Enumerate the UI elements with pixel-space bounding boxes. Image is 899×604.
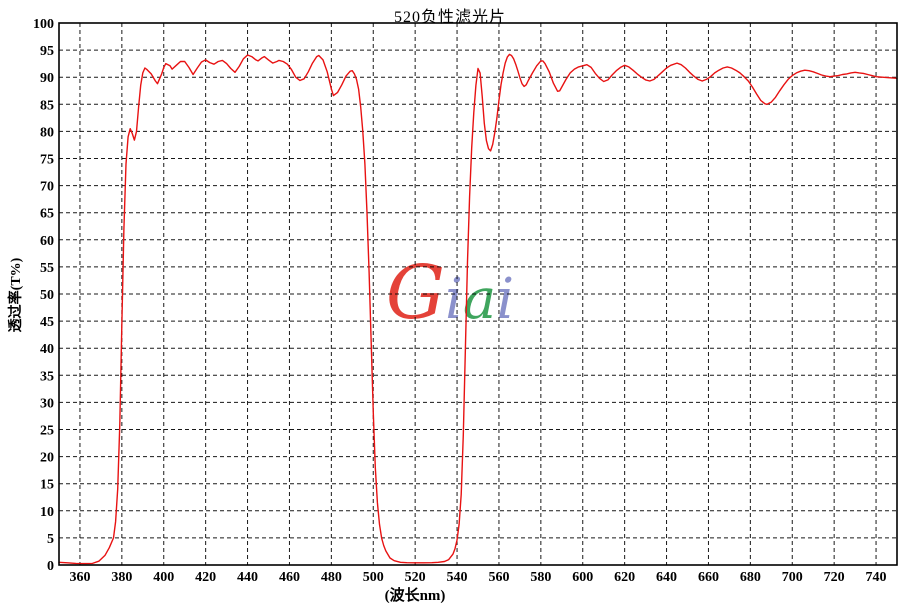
x-tick-label: 540 [447, 570, 468, 585]
x-axis-title: (波长nm) [384, 588, 446, 604]
y-tick-label: 95 [40, 44, 54, 59]
y-tick-label: 65 [40, 207, 54, 222]
x-tick-label: 600 [572, 570, 593, 585]
y-tick-label: 75 [40, 153, 54, 168]
x-tick-label: 700 [782, 570, 803, 585]
giai-watermark: Giai [386, 250, 514, 336]
y-tick-label: 90 [40, 71, 54, 86]
y-tick-label: 85 [40, 98, 54, 113]
y-tick-label: 25 [40, 424, 54, 439]
y-tick-label: 35 [40, 369, 54, 384]
x-tick-label: 560 [488, 570, 509, 585]
x-tick-label: 400 [153, 570, 174, 585]
watermark-letter: a [463, 267, 496, 332]
x-tick-label: 580 [530, 570, 551, 585]
watermark-letter: i [496, 267, 514, 332]
y-tick-label: 80 [40, 125, 54, 140]
x-tick-label: 380 [111, 570, 132, 585]
y-tick-label: 40 [40, 342, 54, 357]
chart-title: 520负性滤光片 [393, 9, 506, 26]
plot-border [58, 22, 898, 566]
y-tick-label: 100 [33, 17, 54, 32]
y-tick-label: 55 [40, 261, 54, 276]
watermark-letter: i [445, 267, 463, 332]
y-tick-label: 20 [40, 451, 54, 466]
x-tick-label: 740 [866, 570, 887, 585]
y-tick-label: 30 [40, 396, 54, 411]
y-axis-title: 透过率(T%) [9, 257, 24, 333]
y-tick-label: 60 [40, 234, 54, 249]
x-tick-label: 640 [656, 570, 677, 585]
x-tick-label: 660 [698, 570, 719, 585]
y-tick-label: 50 [40, 288, 54, 303]
x-tick-label: 360 [69, 570, 90, 585]
x-tick-label: 500 [363, 570, 384, 585]
y-tick-label: 45 [40, 315, 54, 330]
x-tick-label: 620 [614, 570, 635, 585]
y-tick-label: 70 [40, 180, 54, 195]
x-tick-label: 480 [321, 570, 342, 585]
x-tick-label: 520 [405, 570, 426, 585]
transmittance-curve [58, 53, 898, 565]
y-tick-label: 10 [40, 505, 54, 520]
x-tick-label: 460 [279, 570, 300, 585]
y-tick-label: 15 [40, 478, 54, 493]
y-tick-label: 0 [47, 559, 54, 574]
x-tick-label: 420 [195, 570, 216, 585]
y-tick-label: 5 [47, 532, 54, 547]
x-tick-label: 440 [237, 570, 258, 585]
x-tick-label: 680 [740, 570, 761, 585]
x-tick-label: 720 [824, 570, 845, 585]
